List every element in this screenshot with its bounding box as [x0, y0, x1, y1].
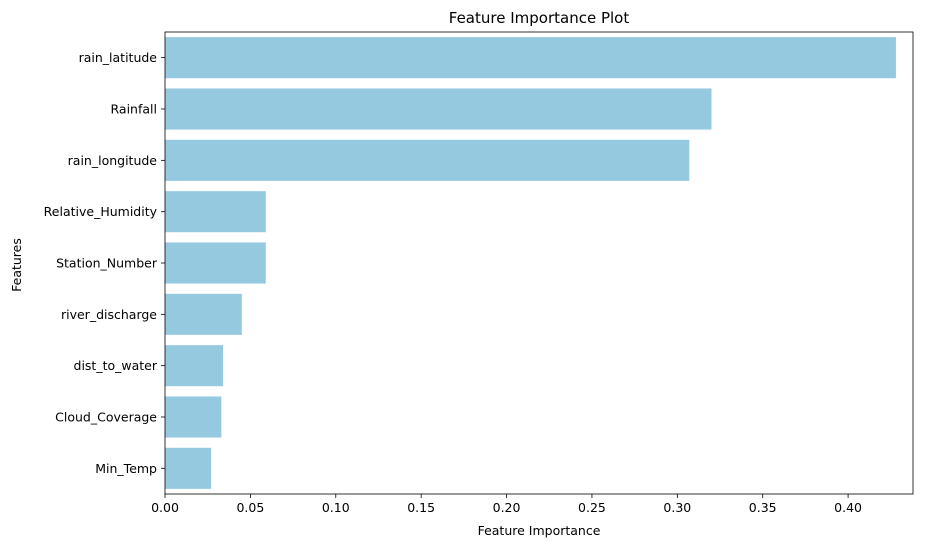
bar-river_discharge [165, 293, 242, 335]
x-axis-title: Feature Importance [478, 523, 601, 538]
bar-Relative_Humidity [165, 191, 266, 233]
x-ticks-group: 0.00 0.05 0.10 0.15 0.20 0.25 0.30 0.35 0.40 [151, 494, 862, 515]
bar-Station_Number [165, 242, 266, 284]
x-tick-label: 0.40 [834, 500, 862, 515]
bar-rain_latitude [165, 37, 896, 79]
axes-border [164, 31, 914, 495]
bar-Min_Temp [165, 447, 212, 489]
x-tick-label: 0.00 [151, 500, 179, 515]
y-tick-label: river_discharge [61, 307, 157, 322]
bars-group [165, 37, 896, 489]
x-tick-label: 0.25 [578, 500, 606, 515]
chart-title: Feature Importance Plot [449, 9, 630, 27]
x-tick-label: 0.35 [749, 500, 777, 515]
y-ticks-group: rain_latitude Rainfall rain_longitude Relat… [44, 50, 165, 476]
y-tick-label: rain_latitude [79, 50, 158, 65]
y-tick-label: dist_to_water [74, 358, 158, 373]
y-tick-label: Cloud_Coverage [55, 410, 157, 425]
x-tick-label: 0.30 [663, 500, 691, 515]
y-tick-label: Rainfall [111, 102, 157, 117]
bar-rain_longitude [165, 139, 690, 181]
y-tick-label: Station_Number [56, 256, 158, 271]
bar-dist_to_water [165, 345, 224, 387]
x-tick-label: 0.20 [493, 500, 521, 515]
bar-Rainfall [165, 88, 712, 130]
y-tick-label: Relative_Humidity [44, 204, 158, 219]
x-tick-label: 0.15 [407, 500, 435, 515]
y-axis-title: Features [9, 238, 24, 292]
axes-frame [164, 31, 914, 495]
x-tick-label: 0.10 [322, 500, 350, 515]
bar-Cloud_Coverage [165, 396, 222, 438]
y-tick-label: rain_longitude [68, 153, 158, 168]
x-tick-label: 0.05 [236, 500, 264, 515]
y-tick-label: Min_Temp [95, 461, 157, 476]
